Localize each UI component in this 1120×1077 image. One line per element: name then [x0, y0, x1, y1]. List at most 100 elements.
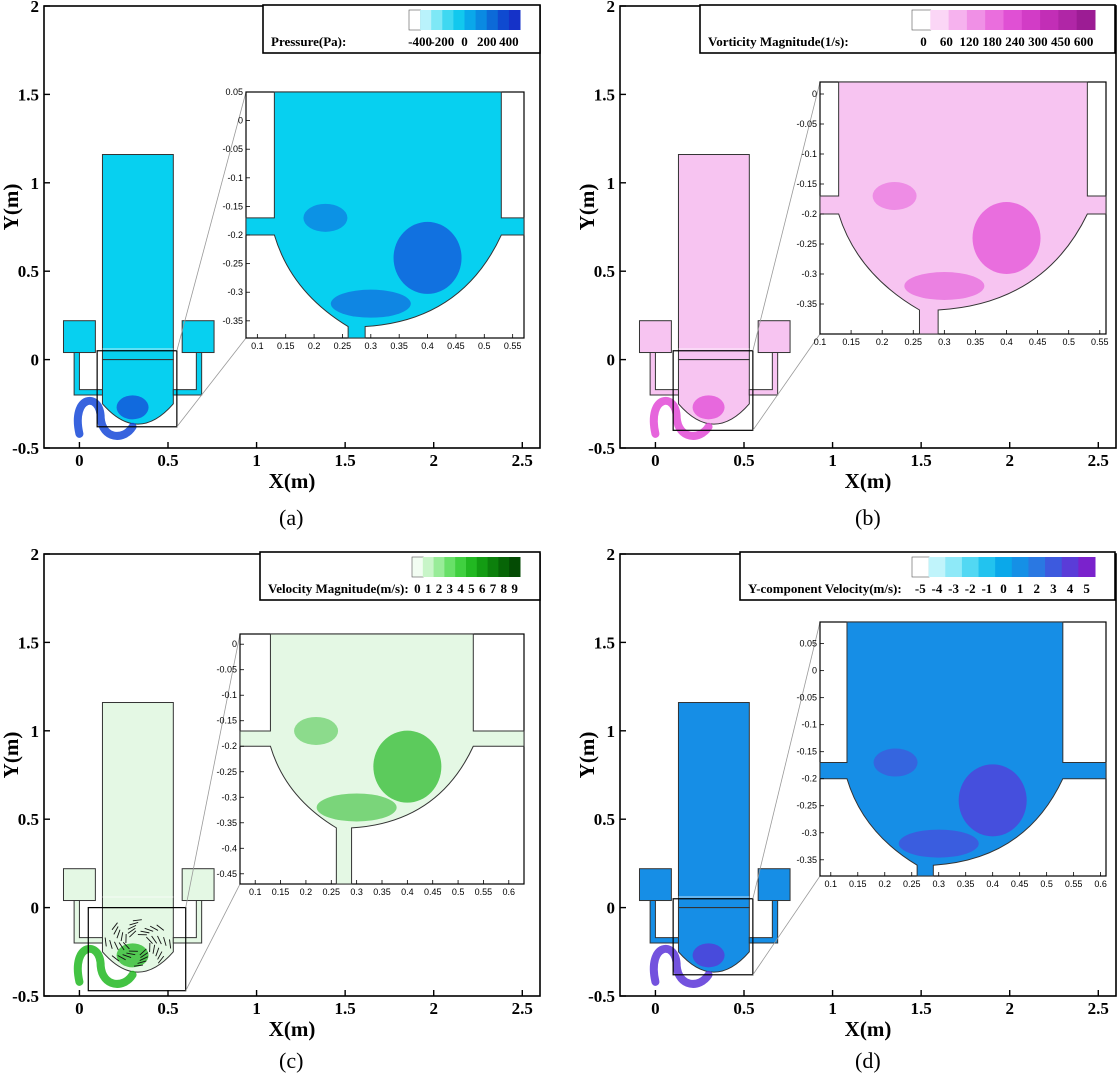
- x-tick-label: 0: [651, 451, 660, 470]
- inset-x-tick-label: 0.2: [300, 887, 313, 897]
- y-axis-label: Y(m): [575, 184, 599, 231]
- left-channel: [649, 352, 679, 396]
- inset-y-tick-label: -0.05: [216, 665, 237, 675]
- legend-tick-label: 2: [436, 581, 443, 596]
- x-tick-label: 2: [429, 451, 438, 470]
- inset-vortex: [972, 202, 1041, 274]
- legend-swatch: [420, 10, 432, 30]
- inset-x-tick-label: 0.3: [365, 341, 378, 351]
- y-tick-label: 0.5: [18, 262, 39, 281]
- inset-vortex: [373, 730, 442, 803]
- legend-swatch: [928, 557, 946, 577]
- velocity-vector: [122, 954, 132, 959]
- y-tick-label: 1.5: [18, 85, 39, 104]
- velocity-vector: [139, 948, 147, 956]
- legend-swatch: [948, 10, 968, 30]
- x-axis-label: X(m): [845, 469, 892, 493]
- inset-region: [294, 716, 339, 745]
- inset-x-tick-label: 0.15: [842, 337, 860, 347]
- y-axis-label: Y(m): [575, 732, 599, 779]
- inset-x-tick-label: 0.1: [825, 879, 838, 889]
- caption-d: (d): [855, 1048, 881, 1073]
- chamber: [677, 154, 750, 361]
- inset-y-tick-label: -0.35: [796, 855, 817, 865]
- legend-swatch: [1045, 557, 1063, 577]
- legend-swatch: [433, 557, 445, 577]
- y-tick-label: 1: [607, 174, 616, 193]
- legend-swatch: [498, 557, 510, 577]
- inset-y-tick-label: -0.05: [796, 119, 817, 129]
- y-tick-label: -0.5: [588, 987, 615, 1006]
- inset-x-tick-label: 0.5: [478, 341, 491, 351]
- inset-x-tick-label: 0.45: [1029, 337, 1047, 347]
- right-channel: [172, 900, 203, 944]
- zoom-connector: [185, 633, 241, 908]
- legend-swatch: [444, 557, 456, 577]
- left-box: [638, 868, 672, 902]
- x-tick-label: 0: [651, 999, 660, 1018]
- legend-tick-label: 9: [511, 581, 518, 596]
- legend-swatch: [497, 10, 510, 30]
- legend-swatch: [1028, 557, 1046, 577]
- inset: 0.1 0.15 0.2 0.25 0.3 0.35 0.4 0.45 0.5 0.55 0.05 0…: [222, 87, 525, 351]
- inset-region: [872, 182, 917, 210]
- legend-tick-label: -2: [965, 581, 976, 596]
- legend-swatch: [455, 557, 467, 577]
- velocity-vector: [126, 952, 136, 956]
- x-tick-label: 1: [828, 999, 837, 1018]
- inset-x-tick-label: 0.35: [390, 341, 408, 351]
- legend-swatch: [1061, 557, 1079, 577]
- inset-x-tick-label: 0.6: [1094, 879, 1107, 889]
- right-channel: [172, 352, 203, 396]
- y-tick-label: 0.5: [594, 262, 615, 281]
- u-tube: [649, 944, 713, 988]
- right-box: [757, 320, 791, 354]
- inset-x-tick-label: 0.25: [323, 887, 341, 897]
- vector-field: [104, 919, 172, 967]
- velocity-vector: [117, 955, 126, 961]
- velocity-vector: [144, 927, 154, 932]
- y-tick-label: -0.5: [12, 439, 39, 458]
- legend-tick-label: 3: [447, 581, 454, 596]
- inset-y-tick-label: -0.35: [222, 316, 243, 326]
- inset-x-tick-label: 0.25: [903, 879, 921, 889]
- inset-vortex: [958, 764, 1027, 837]
- velocity-vector: [157, 955, 165, 964]
- inset-x-tick-label: 0.45: [424, 887, 442, 897]
- caption-b: (b): [855, 505, 881, 530]
- velocity-vector: [111, 922, 118, 931]
- left-box: [638, 320, 672, 354]
- velocity-vector: [137, 960, 147, 964]
- y-tick-label: 1.5: [594, 85, 615, 104]
- x-tick-label: 0: [75, 999, 84, 1018]
- velocity-vector: [109, 940, 113, 949]
- y-tick-label: 0.5: [594, 810, 615, 829]
- inset-y-tick-label: 0: [232, 639, 237, 649]
- inset-y-tick-label: -0.25: [796, 239, 817, 249]
- inset-y-tick-label: -0.45: [216, 869, 237, 879]
- inset-y-tick-label: -0.15: [216, 716, 237, 726]
- legend-swatch: [508, 10, 521, 30]
- inset-y-tick-label: -0.1: [221, 690, 237, 700]
- inset-x-tick-label: 0.1: [251, 341, 264, 351]
- y-tick-label: -0.5: [588, 439, 615, 458]
- geometry: [62, 702, 215, 988]
- inset: 0.1 0.15 0.2 0.25 0.3 0.35 0.4 0.45 0.5 0.55 0.6 0 -…: [216, 633, 525, 897]
- inset-x-tick-label: 0.5: [452, 887, 465, 897]
- legend-swatch: [961, 557, 980, 577]
- inset-y-tick-label: 0: [238, 116, 243, 126]
- inset-x-tick-label: 0.15: [277, 341, 295, 351]
- inset-region: [316, 793, 397, 822]
- legend-swatch: [1021, 10, 1041, 30]
- legend: Velocity Magnitude(m/s): 0 1 2 3 4 5 6 7 8 9: [259, 551, 541, 601]
- y-tick-label: 0: [607, 351, 616, 370]
- inset-x-tick-label: 0.3: [938, 337, 951, 347]
- inset-x-tick-label: 0.35: [373, 887, 391, 897]
- inset-x-tick-label: 0.55: [1091, 337, 1109, 347]
- legend-title: Vorticity Magnitude(1/s):: [708, 34, 849, 49]
- chamber: [101, 702, 174, 909]
- x-tick-label: 2.5: [1088, 451, 1109, 470]
- right-box: [181, 320, 215, 354]
- legend-swatch: [1058, 10, 1078, 30]
